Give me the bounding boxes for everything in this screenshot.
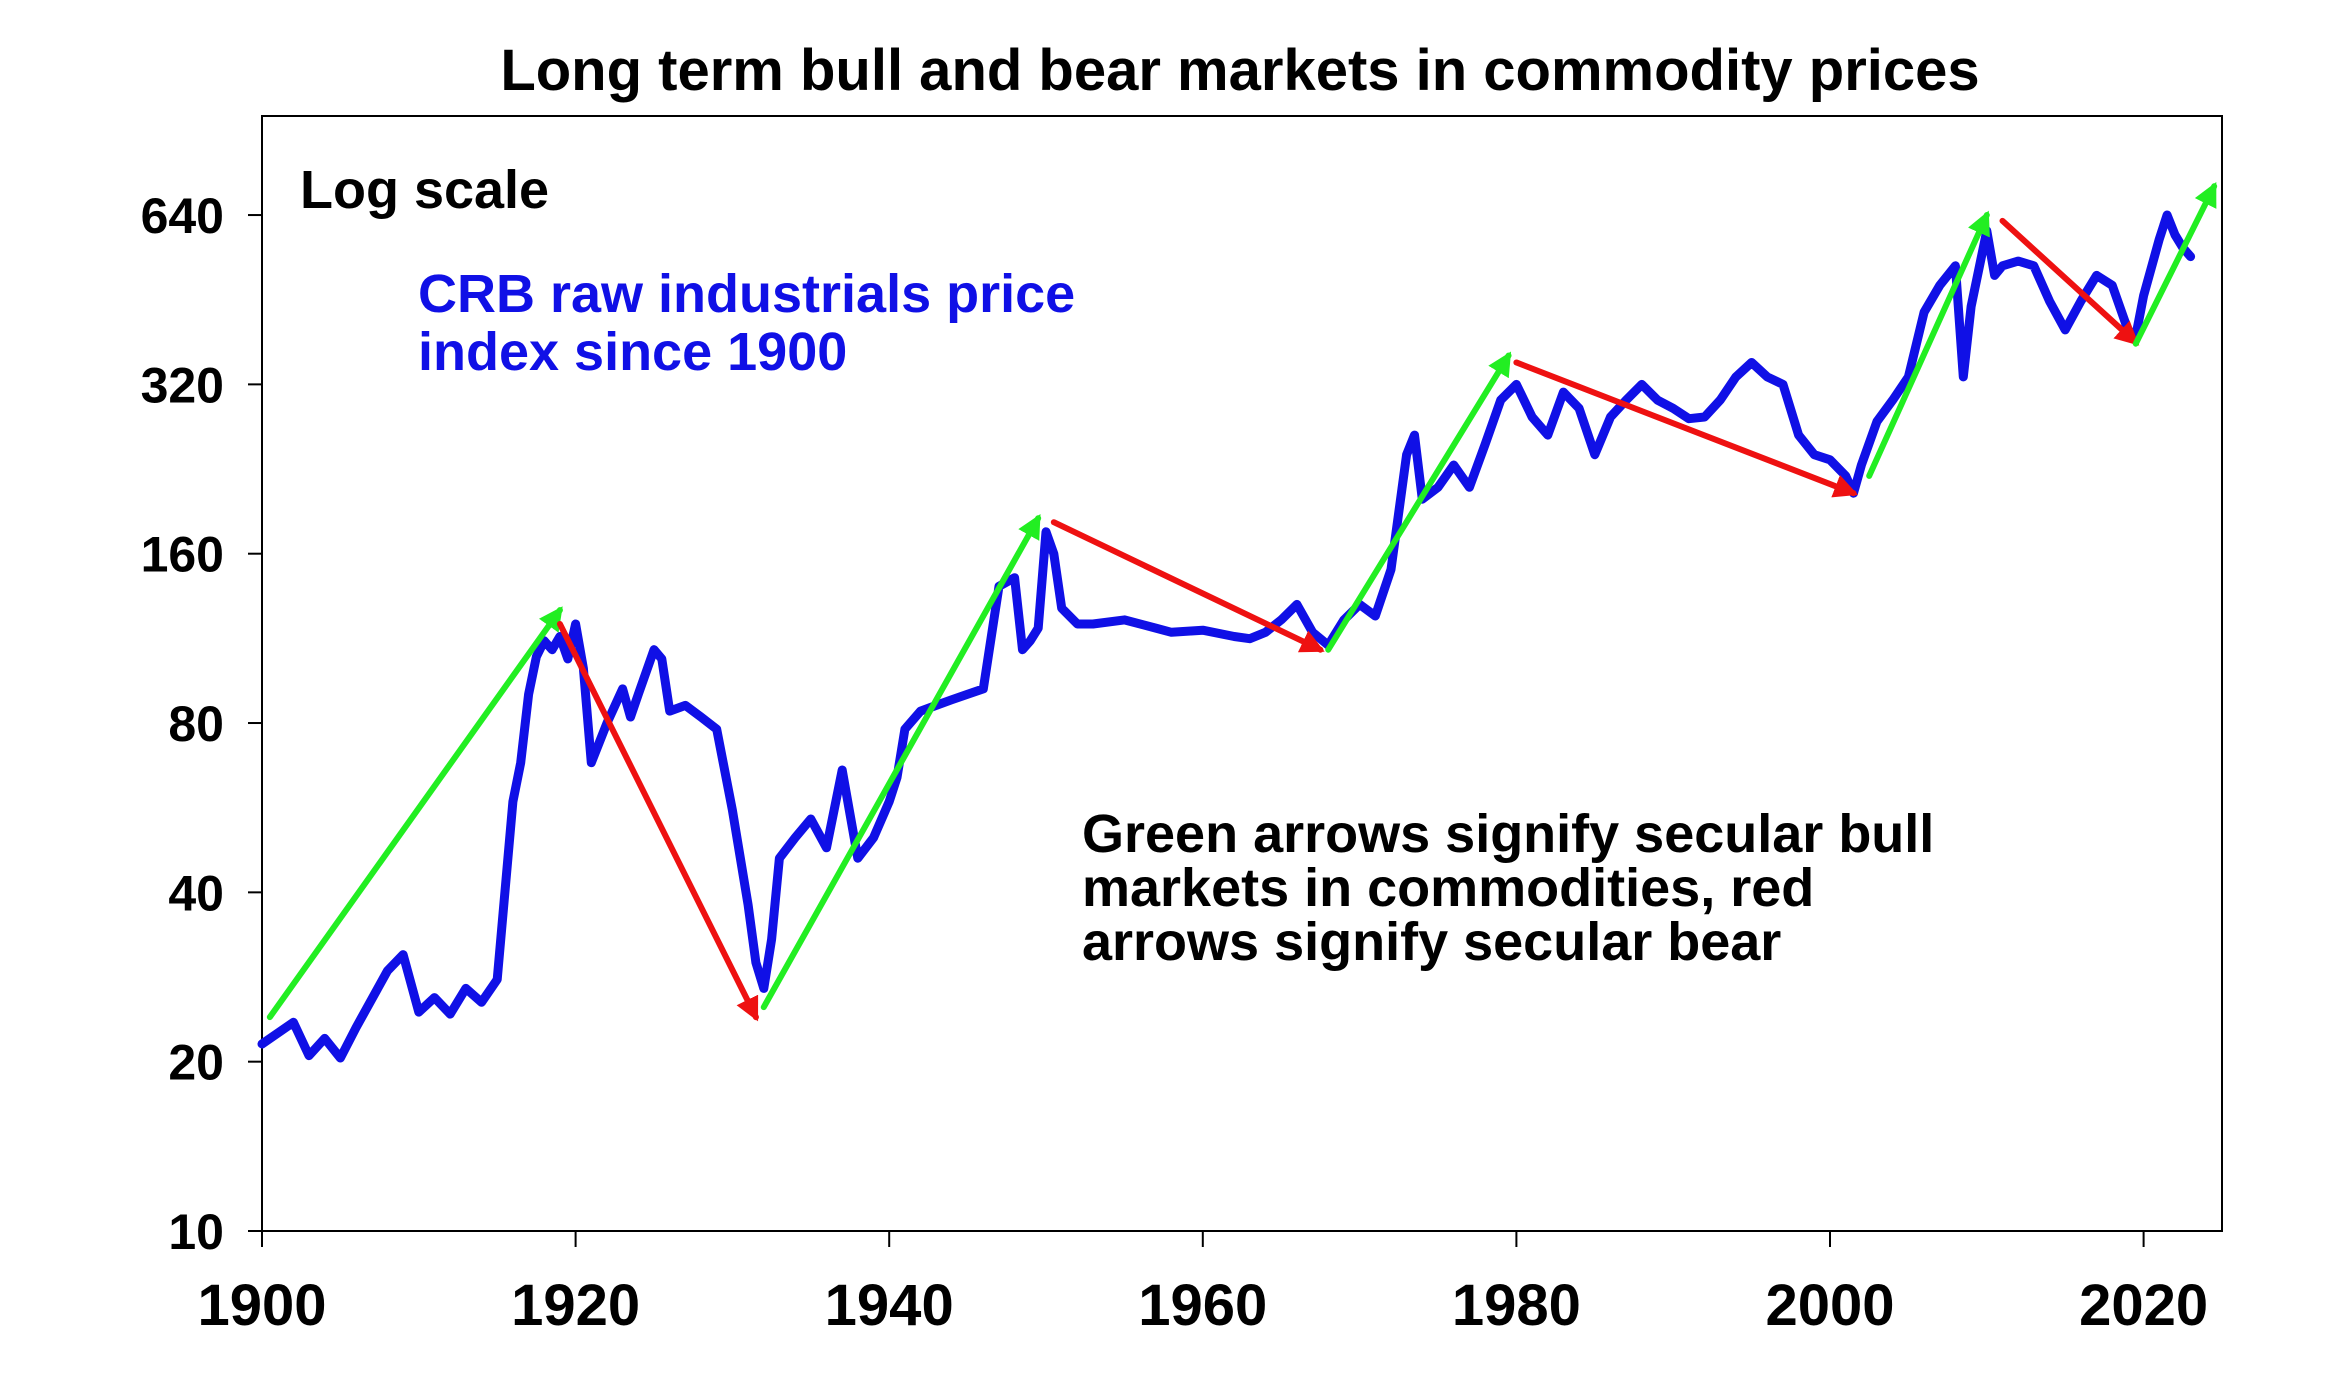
- arrow-note-line-1: Green arrows signify secular bull: [1082, 804, 1934, 864]
- x-tick-label: 1940: [825, 1273, 954, 1338]
- x-tick-label: 1980: [1452, 1273, 1581, 1338]
- bear-arrow: [1999, 217, 2140, 346]
- x-tick-label: 2020: [2079, 1273, 2208, 1338]
- x-tick-label: 1900: [197, 1273, 326, 1338]
- arrow-note-line-3: arrows signify secular bear: [1082, 912, 1781, 972]
- scale-label: Log scale: [300, 160, 549, 220]
- series-label-line-2: index since 1900: [418, 322, 847, 382]
- bull-arrow: [2132, 181, 2218, 347]
- x-tick-label: 2000: [1765, 1273, 1894, 1338]
- x-axis: 1900 1920 1940 1960 1980 2000 2020: [197, 1231, 2208, 1338]
- bear-arrow: [1050, 519, 1325, 653]
- plot-area: [261, 115, 2223, 1232]
- y-tick-label: 80: [168, 696, 224, 752]
- series-label-line-1: CRB raw industrials price: [418, 264, 1075, 324]
- bull-arrow: [760, 514, 1042, 1011]
- x-tick-label: 1920: [511, 1273, 640, 1338]
- y-axis: 10 20 40 80 160 320 640: [141, 188, 262, 1260]
- arrow-note-line-2: markets in commodities, red: [1082, 858, 1814, 918]
- series-line: [257, 210, 2196, 1063]
- y-tick-label: 640: [141, 188, 224, 244]
- series-label: CRB raw industrials price index since 19…: [418, 264, 1090, 382]
- bull-arrow: [1866, 210, 1990, 479]
- arrow-note: Green arrows signify secular bull market…: [1082, 804, 1949, 972]
- bull-arrow: [1325, 351, 1512, 653]
- bear-arrow: [1513, 359, 1858, 498]
- y-tick-label: 320: [141, 357, 224, 413]
- y-tick-label: 40: [168, 865, 224, 921]
- y-tick-label: 10: [168, 1204, 224, 1260]
- y-tick-label: 20: [168, 1035, 224, 1091]
- series-layer: [257, 210, 2196, 1063]
- y-tick-label: 160: [141, 527, 224, 583]
- x-tick-label: 1960: [1138, 1273, 1267, 1338]
- bear-arrow: [556, 620, 759, 1022]
- bull-arrow: [266, 606, 563, 1021]
- arrow-layer: [266, 181, 2218, 1022]
- chart-title: Long term bull and bear markets in commo…: [500, 38, 1979, 103]
